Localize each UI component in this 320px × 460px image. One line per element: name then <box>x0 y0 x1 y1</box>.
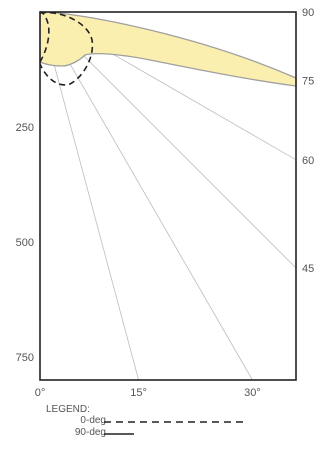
legend-title: LEGEND: <box>46 404 90 415</box>
y-tick-label: 500 <box>16 237 34 249</box>
axis-labels: 250 500 750 0° 15° 30° 90 75 60 45 <box>16 7 315 399</box>
right-angle-label: 90 <box>302 7 314 19</box>
legend-swatch <box>104 433 134 435</box>
right-angle-label: 45 <box>302 263 314 275</box>
right-angle-label: 75 <box>302 76 314 88</box>
angle-tick-label: 15° <box>130 387 147 399</box>
legend-item: 0-deg <box>0 415 320 427</box>
radial-line-30 <box>39 11 253 381</box>
legend-item-label: 0-deg <box>80 415 106 426</box>
zero-deg-curve <box>39 11 94 86</box>
legend-item-label: 90-deg <box>74 427 106 438</box>
legend-item: 90-deg <box>0 427 320 439</box>
legend-swatch <box>104 421 244 423</box>
y-tick-label: 750 <box>16 352 34 364</box>
angle-tick-label: 0° <box>35 387 46 399</box>
right-angle-label: 60 <box>302 155 314 167</box>
radial-line-15 <box>39 11 139 381</box>
angle-tick-label: 30° <box>244 387 261 399</box>
plot-frame <box>39 11 297 381</box>
y-tick-label: 250 <box>16 122 34 134</box>
light-distribution-fill <box>39 11 297 87</box>
